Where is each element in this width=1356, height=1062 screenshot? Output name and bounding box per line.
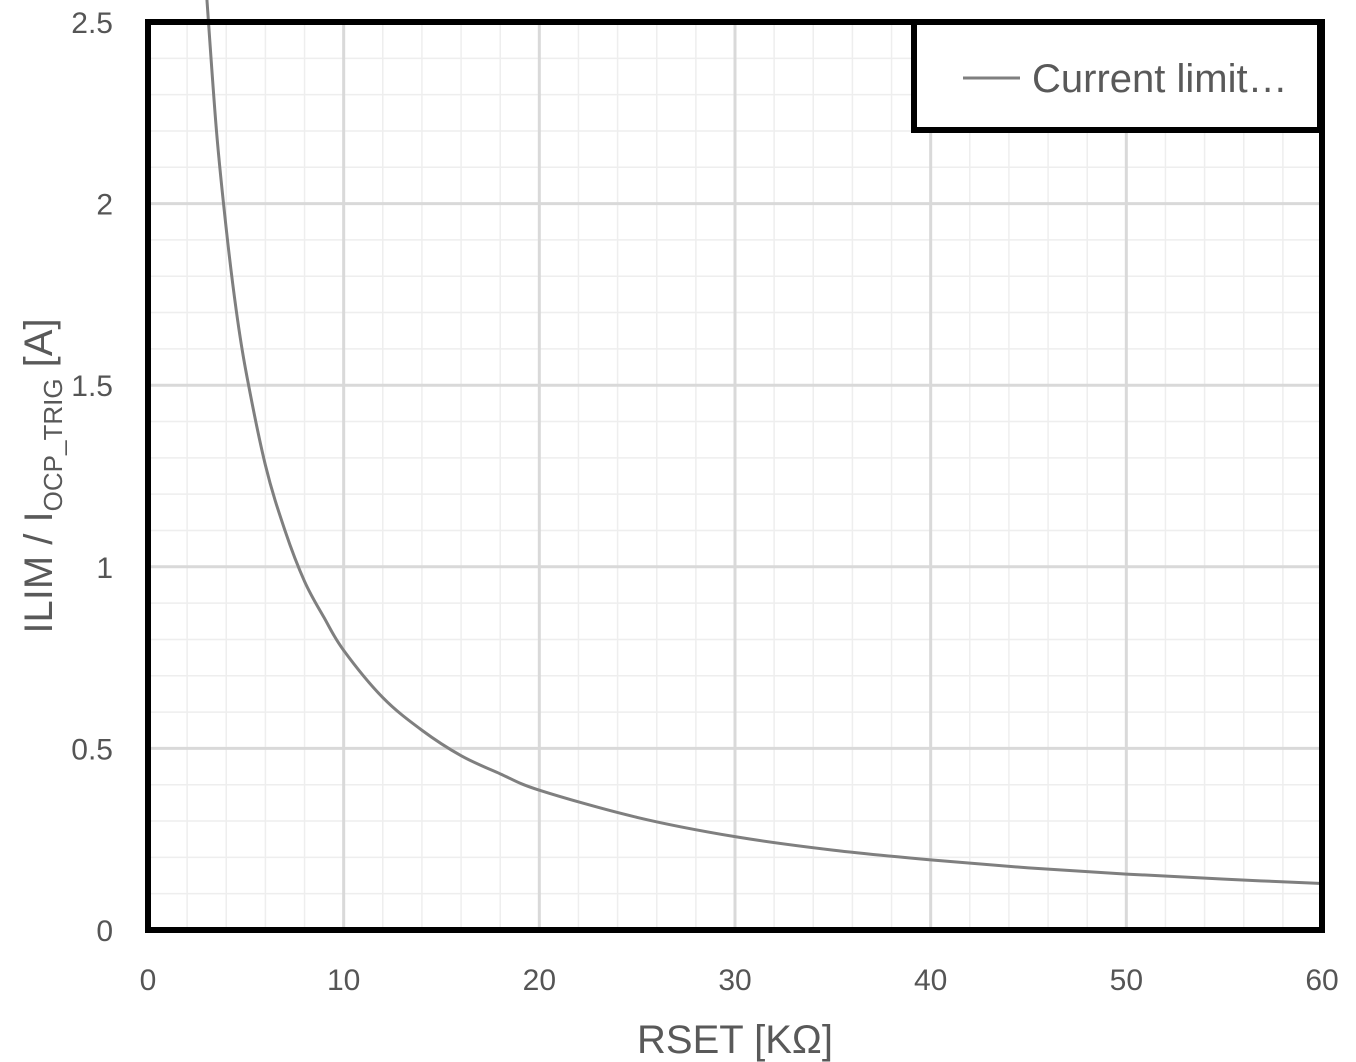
major-gridlines <box>146 20 1324 932</box>
y-tick-label: 1 <box>96 552 113 585</box>
y-tick-label: 2.5 <box>71 7 113 40</box>
legend-series-label: Current limit… <box>1032 57 1288 101</box>
y-axis-title: ILIM / IOCP_TRIG [A] <box>17 318 68 633</box>
x-tick-label: 50 <box>1110 964 1143 997</box>
x-tick-label: 20 <box>523 964 556 997</box>
y-tick-labels: 0 0.5 1 1.5 2 2.5 <box>71 7 113 948</box>
legend: Current limit… <box>911 19 1323 133</box>
x-tick-label: 0 <box>140 964 157 997</box>
legend-box <box>911 19 1323 133</box>
y-tick-label: 0.5 <box>71 733 113 766</box>
y-axis-title-suffix: [A] <box>17 318 61 378</box>
x-tick-label: 60 <box>1305 964 1338 997</box>
y-tick-label: 2 <box>96 189 113 222</box>
x-tick-label: 40 <box>914 964 947 997</box>
x-tick-label: 10 <box>327 964 360 997</box>
x-tick-labels: 0 10 20 30 40 50 60 <box>140 964 1339 997</box>
x-tick-label: 30 <box>718 964 751 997</box>
y-tick-label: 0 <box>96 915 113 948</box>
x-axis-title: RSET [KΩ] <box>637 1018 833 1062</box>
series-layer <box>207 0 1322 884</box>
y-axis-title-main: ILIM / I <box>17 511 61 633</box>
y-axis-title-subscript: OCP_TRIG <box>38 378 68 511</box>
series-line-current-limit <box>207 0 1322 884</box>
y-tick-label: 1.5 <box>71 370 113 403</box>
